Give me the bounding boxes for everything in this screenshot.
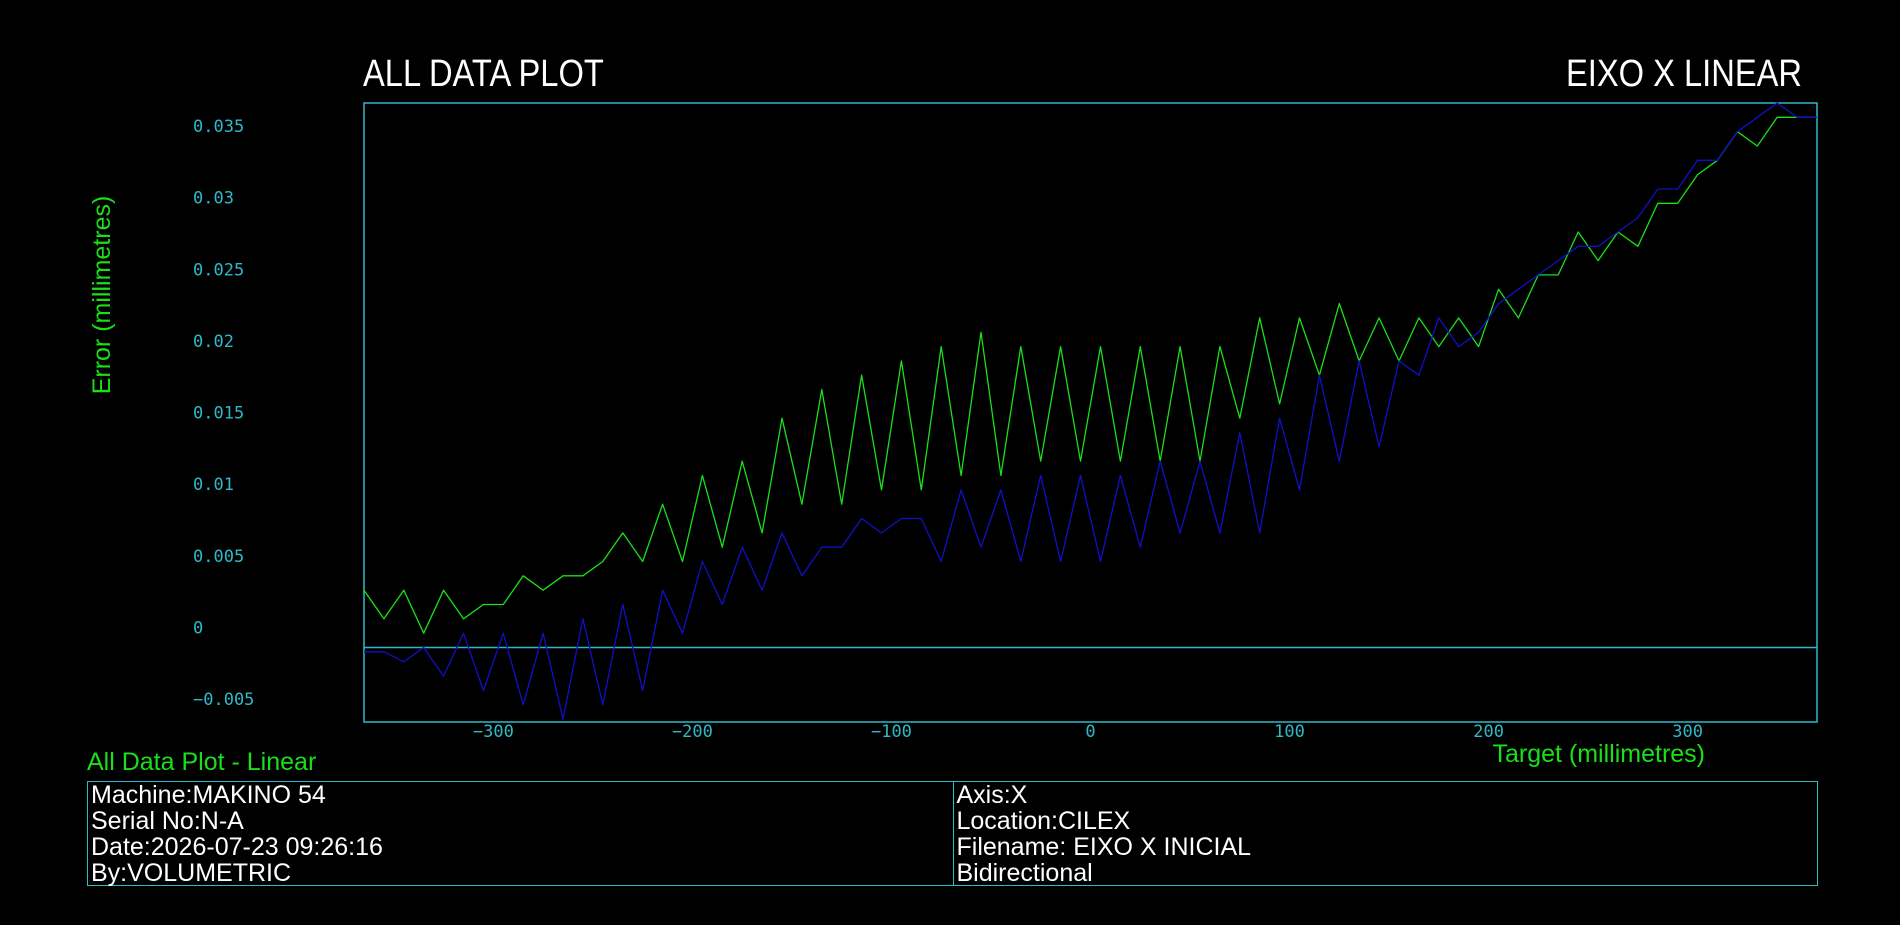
info-left-column: Machine:MAKINO 54 Serial No:N-A Date:202… bbox=[88, 781, 953, 887]
x-tick-label: 300 bbox=[1672, 722, 1703, 742]
series-line-blue bbox=[364, 102, 1817, 720]
x-tick-label: −100 bbox=[871, 722, 912, 742]
serial-info: Serial No:N-A bbox=[91, 807, 244, 835]
machine-info: Machine:MAKINO 54 bbox=[91, 781, 326, 809]
info-table: Machine:MAKINO 54 Serial No:N-A Date:202… bbox=[87, 781, 1818, 886]
x-axis-ticks: −300 −200 −100 0 100 200 300 bbox=[473, 722, 1703, 742]
y-tick-label: 0.02 bbox=[193, 332, 234, 352]
x-tick-label: 100 bbox=[1274, 722, 1305, 742]
y-tick-label: 0.03 bbox=[193, 189, 234, 209]
chart-caption: All Data Plot - Linear bbox=[87, 748, 317, 776]
y-tick-label: −0.005 bbox=[193, 690, 254, 710]
plot-frame bbox=[363, 102, 1818, 723]
y-tick-label: 0 bbox=[193, 618, 203, 638]
y-tick-label: 0.005 bbox=[193, 547, 244, 567]
series-line-green bbox=[363, 116, 1817, 634]
date-info: Date:2026-07-23 09:26:16 bbox=[91, 833, 383, 861]
x-tick-label: −200 bbox=[672, 722, 713, 742]
plot-title: ALL DATA PLOT bbox=[363, 52, 604, 95]
y-axis-label: Error (millimetres) bbox=[88, 196, 116, 395]
y-tick-label: 0.015 bbox=[193, 404, 244, 424]
y-axis-ticks: 0.035 0.03 0.025 0.02 0.015 0.01 0.005 0 −0.005 bbox=[193, 117, 254, 710]
x-tick-label: 200 bbox=[1473, 722, 1504, 742]
x-tick-label: 0 bbox=[1085, 722, 1095, 742]
x-tick-label: −300 bbox=[473, 722, 514, 742]
y-tick-label: 0.025 bbox=[193, 260, 244, 280]
axis-title: EIXO X LINEAR bbox=[1566, 52, 1802, 95]
y-tick-label: 0.01 bbox=[193, 475, 234, 495]
filename-info: Filename: EIXO X INICIAL bbox=[956, 833, 1252, 861]
x-axis-label: Target (millimetres) bbox=[1492, 740, 1705, 768]
axis-info: Axis:X bbox=[956, 781, 1028, 809]
y-tick-label: 0.035 bbox=[193, 117, 244, 137]
location-info: Location:CILEX bbox=[956, 807, 1131, 835]
direction-info: Bidirectional bbox=[956, 859, 1093, 887]
author-info: By:VOLUMETRIC bbox=[91, 859, 292, 887]
series-lines bbox=[363, 102, 1817, 720]
info-right-column: Axis:X Location:CILEX Filename: EIXO X I… bbox=[952, 781, 1818, 887]
